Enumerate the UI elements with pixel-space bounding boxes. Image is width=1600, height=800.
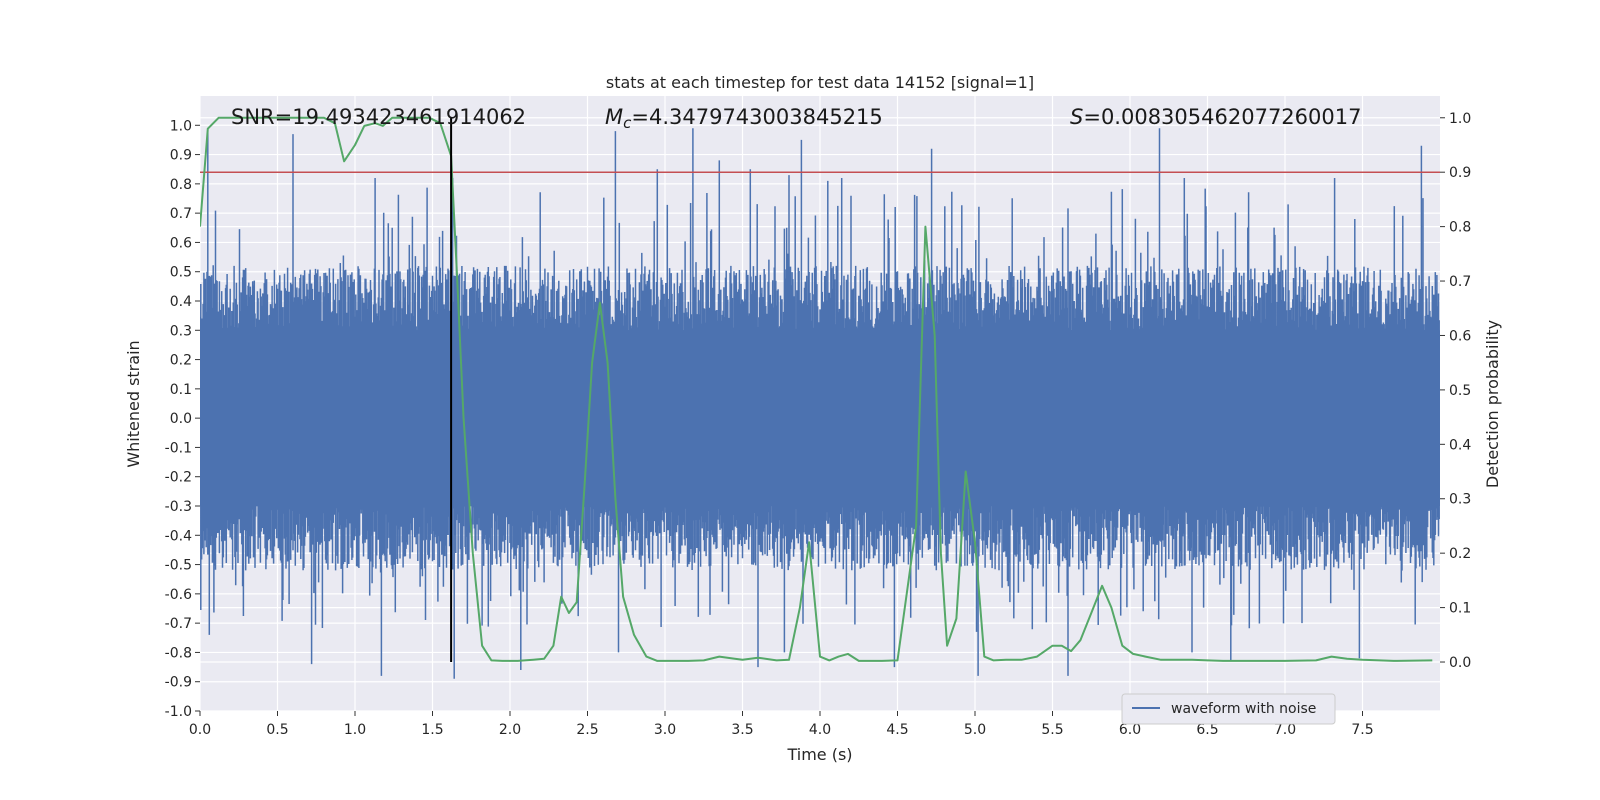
y-tick-label-left: -0.4 bbox=[165, 528, 192, 544]
y-tick-label-left: -0.3 bbox=[165, 499, 192, 515]
y-tick-label-right: 0.5 bbox=[1449, 383, 1471, 399]
x-tick-label: 4.5 bbox=[886, 722, 908, 738]
annotation-chirp-mass: Mc=4.3479743003845215 bbox=[605, 105, 883, 132]
legend-label-waveform: waveform with noise bbox=[1171, 701, 1316, 717]
y-tick-label-left: 0.8 bbox=[170, 177, 192, 193]
series-waveform bbox=[200, 128, 1440, 679]
y-tick-label-left: -0.6 bbox=[165, 587, 192, 603]
y-tick-label-left: 0.3 bbox=[170, 323, 192, 339]
waveform-core-band bbox=[200, 330, 1440, 506]
y-tick-label-left: 0.5 bbox=[170, 265, 192, 281]
y-tick-label-right: 1.0 bbox=[1449, 111, 1471, 127]
detection-probability-line bbox=[200, 116, 1433, 662]
chirp-mass-symbol: M bbox=[605, 105, 623, 129]
y-tick-label-left: 0.9 bbox=[170, 148, 192, 164]
x-tick-label: 0.0 bbox=[189, 722, 211, 738]
x-tick-label: 5.5 bbox=[1041, 722, 1063, 738]
y-tick-label-left: 0.4 bbox=[170, 294, 192, 310]
y-tick-label-right: 0.3 bbox=[1449, 492, 1471, 508]
annotation-snr: SNR=19.493423461914062 bbox=[231, 105, 526, 129]
x-tick-label: 2.5 bbox=[576, 722, 598, 738]
y-tick-label-right: 0.8 bbox=[1449, 220, 1471, 236]
x-tick-label: 1.0 bbox=[344, 722, 366, 738]
y-tick-label-right: 0.1 bbox=[1449, 601, 1471, 617]
y-tick-label-left: -0.1 bbox=[165, 440, 192, 456]
chirp-mass-value: =4.3479743003845215 bbox=[631, 105, 882, 129]
y-tick-label-right: 0.7 bbox=[1449, 274, 1471, 290]
s-symbol: S bbox=[1070, 105, 1083, 129]
y-tick-label-left: -0.8 bbox=[165, 645, 192, 661]
chirp-mass-subscript: c bbox=[623, 114, 632, 132]
annotation-s: S=0.008305462077260017 bbox=[1070, 105, 1361, 129]
x-tick-label: 6.0 bbox=[1119, 722, 1141, 738]
y-tick-label-right: 0.6 bbox=[1449, 328, 1471, 344]
x-tick-label: 3.0 bbox=[654, 722, 676, 738]
y-tick-label-left: 0.6 bbox=[170, 235, 192, 251]
y-tick-label-left: -0.7 bbox=[165, 616, 192, 632]
s-value: =0.008305462077260017 bbox=[1083, 105, 1361, 129]
x-tick-label: 6.5 bbox=[1196, 722, 1218, 738]
y-axis-label-right: Detection probability bbox=[1483, 320, 1502, 488]
ticks: 0.0 0.5 1.0 1.5 2.0 2.5 3.0 3.5 4.0 4.5 5.0 5.5 6.0 6… bbox=[165, 111, 1472, 738]
chart-title: stats at each timestep for test data 141… bbox=[606, 73, 1034, 92]
y-tick-label-right: 0.9 bbox=[1449, 165, 1471, 181]
x-tick-label: 4.0 bbox=[809, 722, 831, 738]
y-tick-label-left: -1.0 bbox=[165, 704, 192, 720]
y-tick-label-left: -0.5 bbox=[165, 558, 192, 574]
y-axis-label-left: Whitened strain bbox=[124, 340, 143, 467]
y-tick-label-left: 0.0 bbox=[170, 411, 192, 427]
y-tick-label-right: 0.4 bbox=[1449, 437, 1471, 453]
y-tick-label-right: 0.0 bbox=[1449, 655, 1471, 671]
x-tick-label: 7.5 bbox=[1351, 722, 1373, 738]
y-tick-label-left: 1.0 bbox=[170, 118, 192, 134]
x-tick-label: 7.0 bbox=[1274, 722, 1296, 738]
x-axis-label: Time (s) bbox=[786, 745, 852, 764]
x-tick-label: 0.5 bbox=[266, 722, 288, 738]
y-tick-label-left: 0.1 bbox=[170, 382, 192, 398]
y-tick-label-left: -0.9 bbox=[165, 675, 192, 691]
x-tick-label: 1.5 bbox=[421, 722, 443, 738]
x-tick-label: 3.5 bbox=[731, 722, 753, 738]
y-tick-label-left: 0.7 bbox=[170, 206, 192, 222]
y-tick-label-left: 0.2 bbox=[170, 353, 192, 369]
y-tick-label-right: 0.2 bbox=[1449, 546, 1471, 562]
x-tick-label: 2.0 bbox=[499, 722, 521, 738]
legend-box bbox=[1121, 693, 1336, 725]
series-detection-probability bbox=[200, 116, 1440, 663]
x-tick-label: 5.0 bbox=[964, 722, 986, 738]
legend: waveform with noise bbox=[1121, 693, 1336, 725]
y-tick-label-left: -0.2 bbox=[165, 470, 192, 486]
